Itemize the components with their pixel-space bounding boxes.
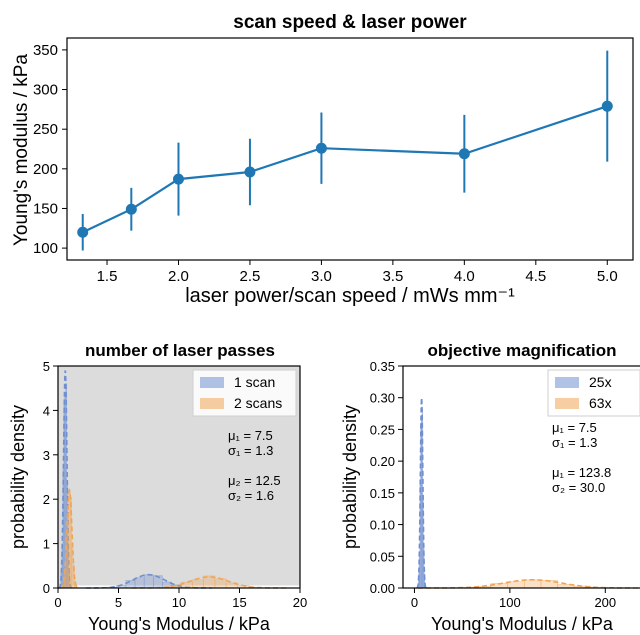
bottom-right-title: objective magnification [428,341,617,360]
bottom-left-chart: number of laser passes 0 5 10 15 20 0 1 2 3 4 5 1 … [8,341,307,634]
top-y-tick-label: 350 [33,42,58,59]
top-chart-ylabel: Young's modulus / kPa [11,54,32,246]
bottom-right-y-tick-label: 0.35 [370,359,395,374]
bottom-left-x-tick-label: 10 [172,595,186,610]
bottom-left-x-tick-label: 0 [54,595,61,610]
bottom-left-legend: 1 scan 2 scans [192,369,297,417]
bottom-left-x-tick-label: 20 [293,595,307,610]
top-chart-xlabel: laser power/scan speed / mWs mm⁻¹ [185,285,515,307]
legend-label-63x: 63x [589,395,612,411]
bottom-right-kde-curve [418,578,640,589]
bottom-right-legend: 25x 63x [547,369,640,417]
bottom-left-hist-bar [192,579,204,589]
top-x-tick-label: 2.5 [240,268,261,285]
annotation-sigma2: σ₂ = 30.0 [552,480,605,495]
bottom-left-hist-bar [143,574,154,589]
bottom-left-y-tick-label: 4 [43,403,50,418]
top-series-line [82,105,608,234]
annotation-mu2: μ₂ = 12.5 [228,473,281,488]
annotation-mu1: μ₁ = 7.5 [552,420,597,435]
top-chart: scan speed & laser power 1.5 2.0 2.5 3.0 3.5… [11,12,634,307]
bottom-right-y-tick-label: 0.20 [370,454,395,469]
bottom-left-x-tick-label: 15 [232,595,246,610]
bottom-left-ylabel: probability density [8,405,28,549]
legend-label-1-scan: 1 scan [234,374,275,390]
bottom-left-y-tick-label: 2 [43,492,50,507]
bottom-left-frame [57,365,301,589]
top-y-tick-label: 300 [33,82,58,99]
bottom-left-hist-bar [125,580,136,589]
annotation-mu2: μ₁ = 123.8 [552,465,611,480]
bottom-right-hist-bar [523,579,542,589]
bottom-right-y-tick-label: 0.15 [370,486,395,501]
top-x-tick-label: 4.5 [525,268,546,285]
bottom-left-x-tick-label: 5 [115,595,122,610]
top-data-point [125,203,137,215]
top-y-tick-label: 150 [33,200,58,217]
top-data-point [172,173,184,185]
top-chart-frame [66,37,634,261]
bottom-right-x-tick-label: 0 [411,595,418,610]
bottom-left-hist-bar [134,577,145,589]
top-x-tick-label: 5.0 [597,268,618,285]
top-data-point [458,148,470,160]
annotation-sigma1: σ₁ = 1.3 [552,435,597,450]
legend-swatch-2-scans [200,398,224,409]
bottom-right-y-tick-label: 0.25 [370,422,395,437]
top-x-tick-label: 4.0 [454,268,475,285]
top-chart-title: scan speed & laser power [233,12,467,33]
bottom-left-y-tick-label: 3 [43,448,50,463]
bottom-left-kde-curve [58,370,73,589]
bottom-left-xlabel: Young's Modulus / kPa [88,614,271,634]
top-y-tick-label: 200 [33,161,58,178]
top-y-tick-label: 100 [33,240,58,257]
bottom-right-y-tick-label: 0.30 [370,391,395,406]
legend-swatch-1-scan [200,377,224,388]
bottom-right-x-tick-label: 200 [594,595,616,610]
bottom-left-hist-bar [214,578,227,589]
bottom-right-xlabel: Young's Modulus / kPa [431,614,614,634]
legend-label-2-scans: 2 scans [234,395,282,411]
annotation-sigma2: σ₂ = 1.6 [228,488,274,503]
legend-label-25x: 25x [589,374,612,390]
bottom-left-kde-curve [59,488,80,589]
bottom-right-frame [402,365,640,589]
bottom-right-y-tick-label: 0.05 [370,549,395,564]
legend-swatch-63x [555,398,579,409]
bottom-right-y-tick-label: 0.10 [370,518,395,533]
top-data-point [601,100,613,112]
bottom-left-y-tick-label: 5 [43,359,50,374]
bottom-left-title: number of laser passes [85,341,275,360]
top-x-tick-label: 2.0 [168,268,189,285]
bottom-right-y-tick-label: 0.00 [370,581,395,596]
bottom-right-chart: objective magnification 0 100 200 0.00 0.05 0… [340,341,640,634]
legend-swatch-25x [555,377,579,388]
bottom-right-ylabel: probability density [340,405,360,549]
bottom-left-y-tick-label: 1 [43,537,50,552]
top-data-point [315,142,327,154]
bottom-right-x-tick-label: 100 [499,595,521,610]
top-x-tick-label: 1.5 [97,268,118,285]
top-data-point [244,166,256,178]
annotation-sigma1: σ₁ = 1.3 [228,443,273,458]
top-x-tick-label: 3.0 [311,268,332,285]
top-x-tick-label: 3.5 [382,268,403,285]
top-y-tick-label: 250 [33,121,58,138]
annotation-mu1: μ₁ = 7.5 [228,428,273,443]
top-data-point [77,226,89,238]
bottom-left-y-tick-label: 0 [43,581,50,596]
